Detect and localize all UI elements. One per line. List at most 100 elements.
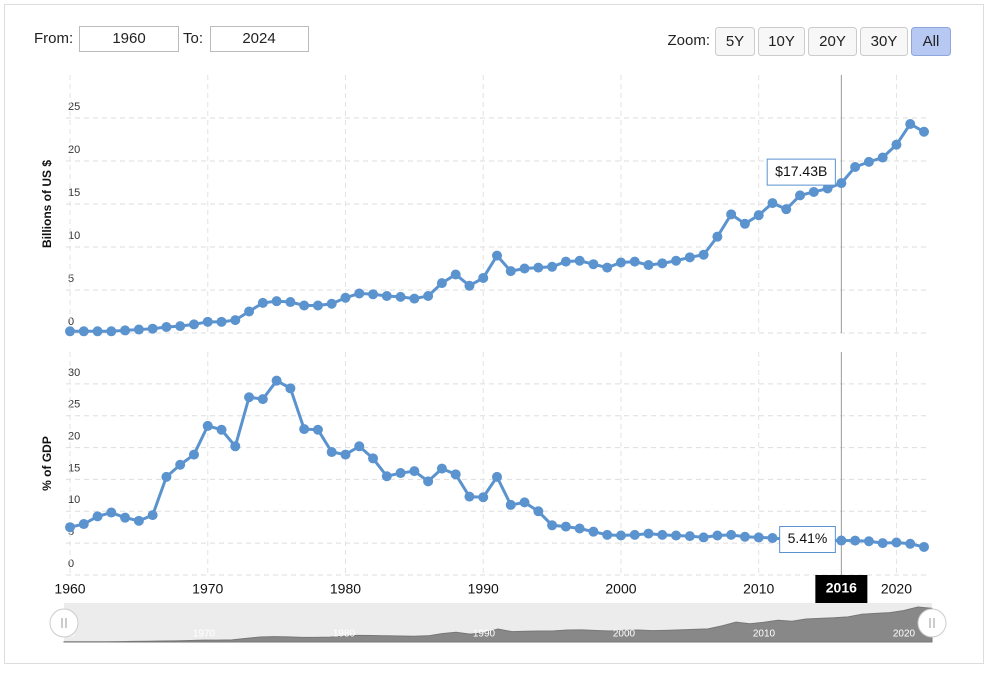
zoom-button[interactable] — [911, 27, 951, 56]
point — [753, 532, 764, 543]
point — [92, 326, 103, 337]
point — [354, 288, 365, 299]
point — [354, 441, 365, 452]
zoom-button[interactable] — [860, 27, 908, 56]
from-value[interactable]: 1960 — [112, 30, 145, 47]
point — [381, 471, 392, 482]
point — [560, 256, 571, 267]
navigator-handle[interactable] — [917, 608, 947, 638]
point — [216, 316, 227, 327]
x-tick-label: 1980 — [330, 581, 361, 597]
point — [450, 269, 461, 280]
point — [257, 297, 268, 308]
point — [78, 326, 89, 337]
navigator-grip[interactable] — [61, 618, 67, 628]
point — [891, 139, 902, 150]
to-input[interactable] — [210, 26, 309, 52]
point — [450, 469, 461, 480]
y-axis-title: Billions of US $ — [40, 160, 54, 248]
tooltip-label: 5.41% — [788, 530, 828, 546]
point — [574, 255, 585, 266]
point — [753, 210, 764, 221]
point — [78, 519, 89, 530]
point — [299, 300, 310, 311]
point — [120, 512, 131, 523]
x-tick-label: 1990 — [468, 581, 499, 597]
point — [615, 530, 626, 541]
y-tick-label: 20 — [68, 430, 80, 442]
point — [781, 204, 792, 215]
point — [368, 453, 379, 464]
point — [202, 420, 213, 431]
to-value[interactable]: 2024 — [242, 30, 275, 47]
point — [836, 178, 847, 189]
zoom-button-label[interactable]: 10Y — [768, 33, 795, 50]
point — [684, 252, 695, 263]
point — [65, 522, 75, 533]
point — [492, 250, 502, 261]
zoom-button[interactable] — [808, 27, 857, 56]
point — [285, 383, 296, 394]
y-tick-label: 0 — [68, 558, 74, 570]
zoom-button[interactable] — [715, 27, 755, 56]
point — [381, 291, 392, 302]
zoom-button-label[interactable]: 5Y — [726, 33, 744, 50]
x-tick-label: 2000 — [605, 581, 636, 597]
point — [602, 262, 613, 273]
point — [395, 291, 406, 302]
x-highlight-box — [815, 575, 868, 603]
point — [863, 536, 874, 547]
y-tick-label: 30 — [68, 367, 80, 379]
y-tick-label: 10 — [68, 230, 80, 242]
point — [643, 528, 654, 539]
point — [712, 530, 723, 541]
point — [147, 323, 158, 334]
x-tick-label: 1960 — [54, 581, 85, 597]
zoom-label: Zoom: — [667, 32, 710, 49]
navigator-area — [63, 606, 933, 643]
point — [202, 316, 213, 327]
point — [905, 119, 916, 130]
point — [919, 541, 929, 552]
point — [271, 375, 282, 386]
point — [588, 526, 599, 537]
point — [547, 261, 558, 272]
navigator-label: 1970 — [193, 629, 216, 640]
point — [519, 263, 530, 274]
point — [368, 289, 379, 300]
y-tick-label: 25 — [68, 399, 80, 411]
navigator-label: 2000 — [613, 629, 636, 640]
point — [299, 424, 310, 435]
navigator-label: 2020 — [893, 629, 916, 640]
navigator-handle[interactable] — [49, 608, 79, 638]
point — [684, 531, 695, 542]
tooltip-label: $17.43B — [775, 163, 827, 179]
point — [877, 152, 888, 163]
navigator-grip[interactable] — [929, 618, 935, 628]
point — [436, 463, 447, 474]
point — [547, 520, 558, 531]
from-input[interactable] — [79, 26, 179, 52]
point — [133, 515, 144, 526]
point — [863, 156, 874, 167]
point — [230, 441, 241, 452]
point — [629, 529, 640, 540]
zoom-button-label[interactable]: All — [923, 33, 940, 50]
point — [919, 126, 929, 137]
point — [161, 471, 172, 482]
point — [492, 471, 502, 482]
zoom-button[interactable] — [758, 27, 805, 56]
zoom-button-label[interactable]: 30Y — [871, 33, 898, 50]
x-tick-label: 2020 — [881, 581, 912, 597]
point — [519, 497, 530, 508]
y-tick-label: 15 — [68, 187, 80, 199]
point — [574, 523, 585, 534]
point — [175, 459, 186, 470]
point — [726, 529, 737, 540]
point — [464, 491, 475, 502]
zoom-button-label[interactable]: 20Y — [819, 33, 846, 50]
point — [464, 280, 475, 291]
point — [629, 256, 640, 267]
x-tick-label: 2010 — [743, 581, 774, 597]
